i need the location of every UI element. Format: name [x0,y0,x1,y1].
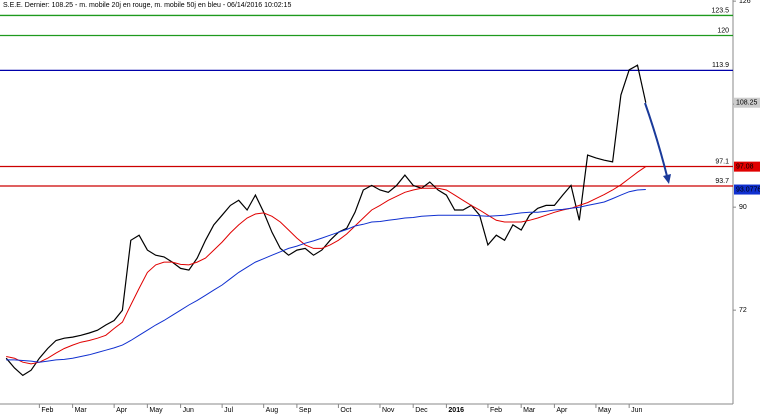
last-value-label: 108.25 [736,100,758,107]
x-tick-label: May [149,407,163,414]
level-label: 123.5 [711,7,729,14]
y-tick-label: 126 [739,0,751,5]
chart-title: S.E.E. Dernier: 108.25 - m. mobile 20j e… [3,2,291,9]
x-tick-label: Apr [116,407,128,414]
last-value-badge [734,97,760,108]
x-tick-label: Jun [631,407,642,414]
last-value-badge [734,161,760,172]
x-tick-label: Apr [556,407,568,414]
x-tick-label: Jun [183,407,194,414]
level-label: 120 [717,27,729,34]
level-label: 93.7 [715,178,729,185]
y-tick-label: 90 [739,204,747,211]
x-tick-label: Nov [382,407,395,414]
x-tick-label: Feb [490,407,502,414]
x-tick-label: May [598,407,612,414]
last-value-label: 97.08 [736,163,754,170]
y-tick-label: 72 [739,307,747,314]
series-line [5,64,647,377]
x-tick-label: Mar [75,407,88,414]
last-value-label: 93.0776 [736,186,760,193]
level-label: 113.9 [712,62,729,69]
x-tick-label: Feb [41,407,53,414]
series-line [6,166,647,365]
x-tick-label: Mar [523,407,536,414]
x-tick-label: Jul [224,407,233,414]
arrow-head [663,174,671,184]
x-tick-label: 2016 [448,407,464,414]
level-label: 97.1 [715,158,729,165]
x-tick-label: Dec [415,407,428,414]
last-value-badge [734,184,760,195]
projection-arrow [644,102,669,181]
x-tick-label: Oct [340,407,351,414]
x-tick-label: Sep [299,407,312,414]
x-tick-label: Aug [266,407,279,414]
series-line [6,189,646,363]
